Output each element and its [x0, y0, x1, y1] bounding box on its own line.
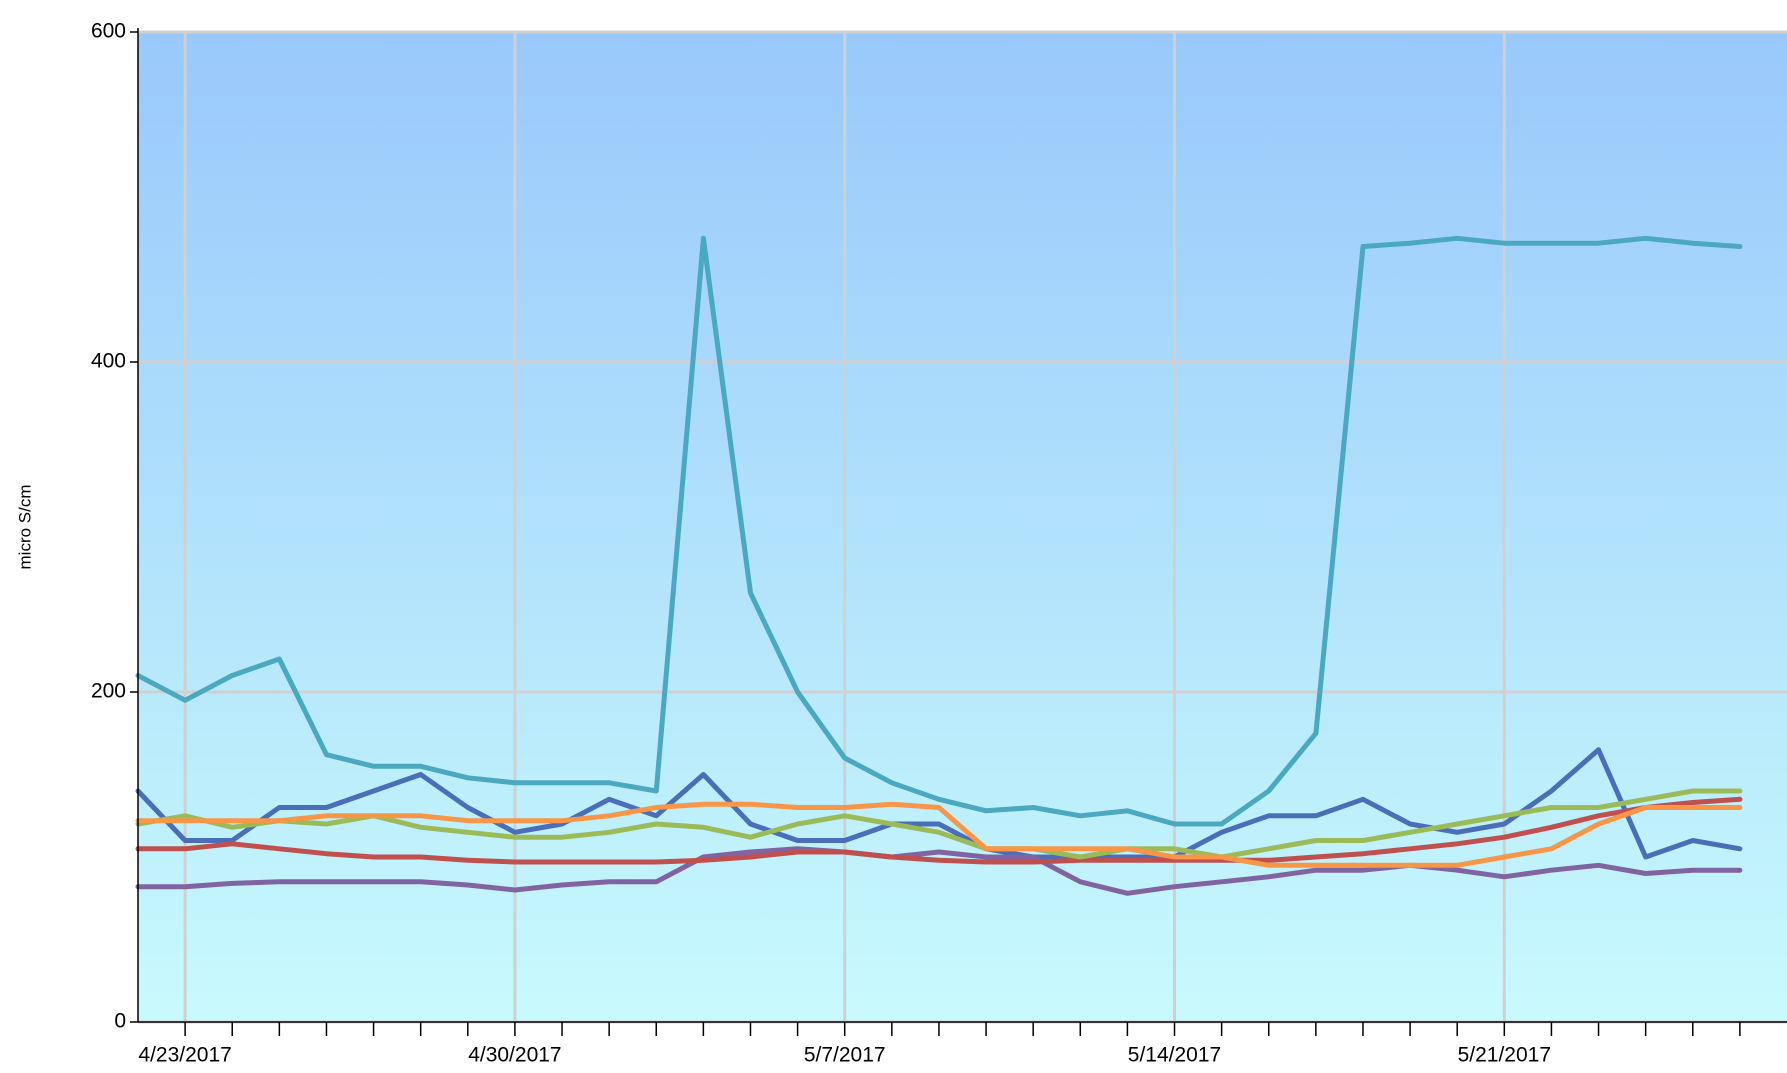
- series-line: [135, 235, 1743, 827]
- x-tick-label: 4/23/2017: [138, 1044, 231, 1067]
- y-tick-label: 400: [91, 350, 126, 373]
- x-tick-label: 4/30/2017: [468, 1044, 561, 1067]
- series-line: [135, 846, 1743, 896]
- y-tick-label: 600: [91, 20, 126, 43]
- y-tick-label: 0: [114, 1010, 126, 1033]
- y-axis-label: micro S/cm: [15, 485, 34, 570]
- series-line: [135, 788, 1743, 860]
- series-line: [135, 796, 1743, 865]
- series-line: [135, 747, 1743, 860]
- x-tick-label: 5/7/2017: [804, 1044, 886, 1067]
- x-tick-label: 5/14/2017: [1128, 1044, 1221, 1067]
- x-tick-label: 5/21/2017: [1458, 1044, 1551, 1067]
- y-tick-label: 200: [91, 680, 126, 703]
- series-line: [135, 801, 1743, 868]
